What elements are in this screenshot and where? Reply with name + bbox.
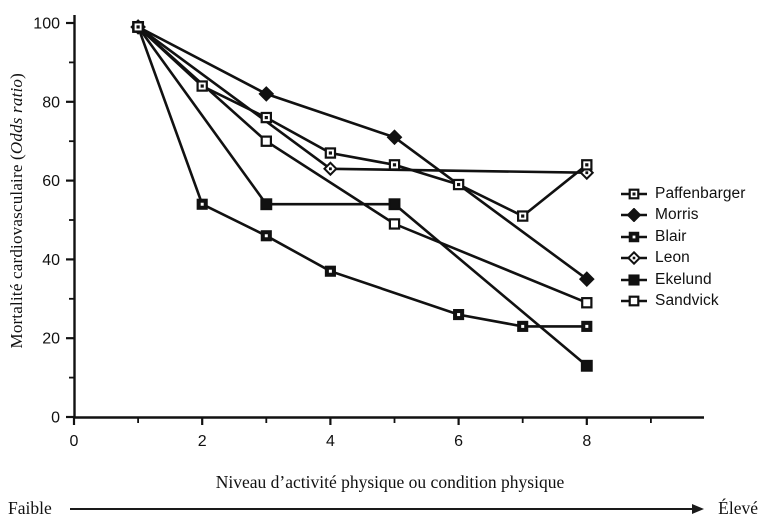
legend-label: Ekelund — [655, 270, 712, 288]
direction-low-label: Faible — [8, 498, 52, 518]
series-markers-leon — [130, 19, 595, 181]
legend-item-sandvick: Sandvick — [621, 291, 746, 313]
data-point-marker — [581, 297, 593, 309]
y-tick-label: 40 — [42, 252, 60, 269]
y-tick-label: 0 — [51, 410, 60, 427]
legend-marker-icon — [621, 208, 647, 223]
legend-item-leon: Leon — [621, 248, 746, 270]
legend-marker-icon — [621, 251, 647, 266]
y-tick-label: 100 — [33, 16, 60, 33]
direction-arrow — [69, 503, 705, 514]
y-axis-title: Mortalité cardiovasculaire (Odds ratio) — [4, 6, 30, 416]
legend-item-ekelund: Ekelund — [621, 269, 746, 291]
data-point-marker — [196, 198, 208, 210]
direction-high-label: Élevé — [718, 498, 758, 518]
series-line-paffenbarger — [137, 25, 588, 218]
data-point-marker — [452, 178, 465, 191]
legend-item-blair: Blair — [621, 226, 746, 248]
x-tick-label: 8 — [582, 433, 591, 450]
y-tick-label: 80 — [42, 94, 60, 111]
x-tick-label: 0 — [70, 433, 79, 450]
y-axis-title-italic: Odds ratio — [7, 79, 26, 155]
legend-label: Blair — [655, 227, 687, 245]
legend: Paffenbarger Morris Blair Leon Ekelund Sandvi… — [621, 183, 746, 312]
data-point-marker — [323, 161, 338, 177]
direction-arrow-head-icon — [692, 503, 705, 514]
series-line-ekelund — [137, 26, 588, 367]
data-point-marker — [517, 320, 529, 332]
legend-label: Morris — [655, 206, 699, 224]
x-tick-label: 2 — [198, 433, 207, 450]
y-axis-title-close: ) — [7, 73, 26, 80]
legend-marker-icon — [621, 231, 647, 242]
data-point-marker — [258, 86, 275, 102]
data-point-marker — [260, 111, 273, 124]
legend-marker-icon — [621, 188, 647, 200]
data-point-marker — [196, 80, 208, 92]
legend-item-paffenbarger: Paffenbarger — [621, 183, 746, 205]
data-point-marker — [388, 198, 401, 211]
y-tick-label: 60 — [42, 173, 60, 190]
x-axis-title-text: Niveau d’activité physique ou condition … — [215, 472, 565, 492]
data-point-marker — [516, 210, 529, 222]
series-line-leon — [137, 25, 587, 174]
data-point-marker — [260, 198, 273, 211]
data-point-marker — [324, 147, 337, 159]
series-markers-sandvick — [132, 21, 593, 309]
direction-arrow-shaft — [69, 507, 693, 510]
data-point-marker — [260, 135, 273, 147]
y-axis-title-text: Mortalité cardiovasculaire ( — [7, 154, 26, 349]
data-point-marker — [388, 159, 401, 171]
series-line-sandvick — [137, 25, 588, 304]
data-point-marker — [581, 320, 593, 332]
data-point-marker — [386, 129, 403, 146]
data-point-marker — [388, 218, 401, 230]
y-tick-label: 20 — [42, 331, 60, 348]
data-point-marker — [581, 159, 593, 171]
legend-marker-icon — [621, 274, 647, 286]
chart-canvas: 0 20 40 60 80 100 0 2 4 6 8 — [33, 15, 704, 450]
data-point-marker — [580, 359, 593, 372]
series-markers-paffenbarger — [132, 21, 593, 222]
data-point-marker — [132, 21, 144, 33]
legend-label: Sandvick — [655, 292, 719, 310]
legend-label: Paffenbarger — [655, 184, 746, 202]
data-point-marker — [260, 230, 272, 242]
series-markers-blair — [132, 21, 593, 332]
legend-item-morris: Morris — [621, 205, 746, 227]
data-point-marker — [578, 271, 595, 287]
series-line-morris — [137, 25, 588, 281]
data-point-marker — [324, 265, 336, 277]
data-point-marker — [453, 309, 465, 321]
x-axis-title: Niveau d’activité physique ou condition … — [74, 472, 706, 493]
x-tick-label: 6 — [454, 433, 463, 450]
axis-direction-row: Faible Élevé — [8, 498, 758, 519]
legend-marker-icon — [621, 295, 647, 307]
x-tick-label: 4 — [326, 433, 335, 450]
legend-label: Leon — [655, 249, 690, 267]
series-line-blair — [136, 26, 587, 328]
